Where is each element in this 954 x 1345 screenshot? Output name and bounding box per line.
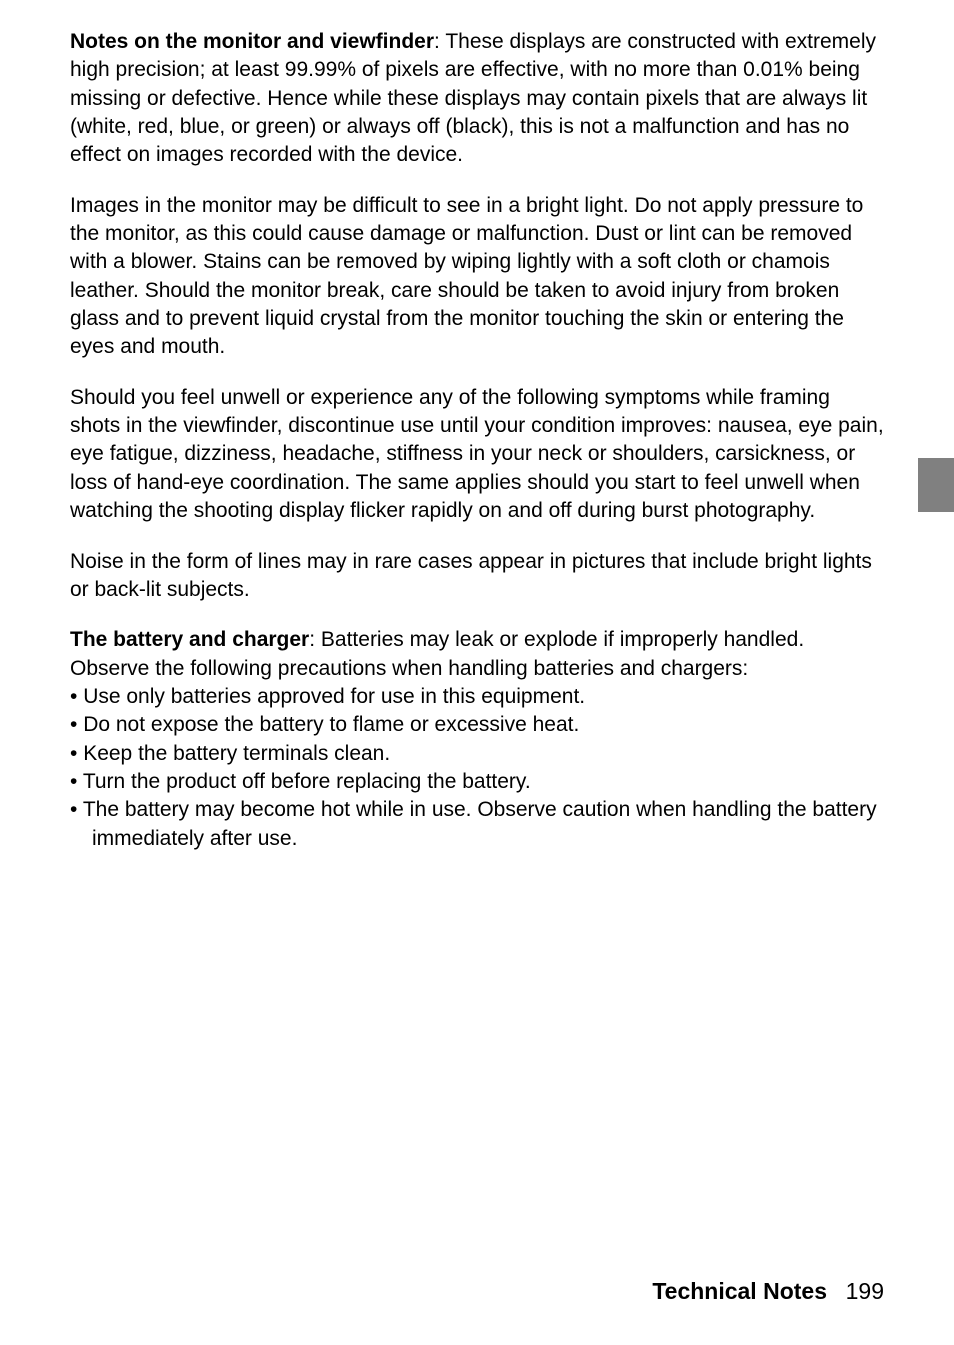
text-noise-lines: Noise in the form of lines may in rare c…	[70, 550, 872, 601]
page-content: Notes on the monitor and viewfinder: The…	[0, 0, 954, 853]
heading-battery-charger: The battery and charger	[70, 628, 309, 651]
bullet-item: Use only batteries approved for use in t…	[70, 683, 884, 711]
paragraph-bright-light: Images in the monitor may be difficult t…	[70, 192, 884, 362]
battery-bullet-list: Use only batteries approved for use in t…	[70, 683, 884, 853]
bullet-item: Keep the battery terminals clean.	[70, 740, 884, 768]
paragraph-noise-lines: Noise in the form of lines may in rare c…	[70, 548, 884, 605]
text-unwell-symptoms: Should you feel unwell or experience any…	[70, 386, 884, 522]
section-battery-charger: The battery and charger: Batteries may l…	[70, 626, 884, 853]
page-footer: Technical Notes 199	[652, 1278, 884, 1305]
footer-section-name: Technical Notes	[652, 1278, 827, 1304]
paragraph-monitor-viewfinder: Notes on the monitor and viewfinder: The…	[70, 28, 884, 170]
bullet-item: Do not expose the battery to flame or ex…	[70, 711, 884, 739]
footer-page-number: 199	[833, 1278, 884, 1304]
page-number-value: 199	[846, 1278, 884, 1304]
paragraph-unwell-symptoms: Should you feel unwell or experience any…	[70, 384, 884, 526]
paragraph-battery-intro: The battery and charger: Batteries may l…	[70, 626, 884, 683]
heading-monitor-viewfinder: Notes on the monitor and viewfinder	[70, 30, 434, 53]
side-tab-indicator	[918, 458, 954, 512]
bullet-item: Turn the product off before replacing th…	[70, 768, 884, 796]
bullet-item: The battery may become hot while in use.…	[70, 796, 884, 853]
text-bright-light: Images in the monitor may be difficult t…	[70, 194, 863, 359]
